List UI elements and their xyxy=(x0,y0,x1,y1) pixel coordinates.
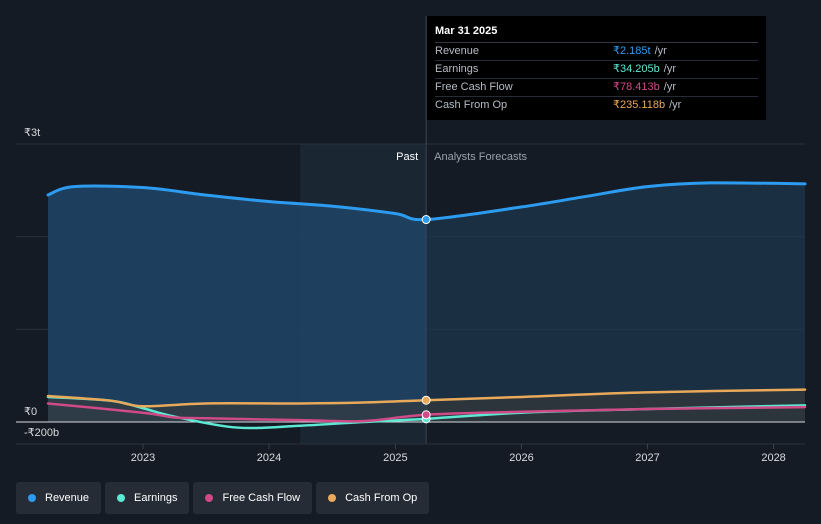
tooltip-value: ₹78.413b xyxy=(613,81,660,93)
legend-item-free-cash-flow[interactable]: Free Cash Flow xyxy=(193,482,313,514)
legend-dot-icon xyxy=(117,494,126,502)
free-cash-flow-marker xyxy=(421,410,431,420)
revenue-marker xyxy=(421,215,431,225)
legend-dot-icon xyxy=(328,494,337,502)
revenue-line xyxy=(46,181,807,222)
tooltip-label: Revenue xyxy=(435,45,480,57)
revenue-area-forecast xyxy=(426,182,805,422)
legend-label: Free Cash Flow xyxy=(222,492,301,504)
y-tick-label: ₹3t xyxy=(24,127,40,139)
y-tick-label: -₹200b xyxy=(24,427,59,439)
legend-label: Earnings xyxy=(134,492,178,504)
legend: Revenue Earnings Free Cash Flow Cash Fro… xyxy=(16,482,430,514)
tooltip-label: Free Cash Flow xyxy=(435,81,513,93)
tooltip-row-free-cash-flow: Free Cash Flow ₹78.413b /yr xyxy=(435,79,758,97)
legend-item-earnings[interactable]: Earnings xyxy=(105,482,190,514)
tooltip-value: ₹235.118b xyxy=(613,99,666,111)
tooltip-row-revenue: Revenue ₹2.185t /yr xyxy=(435,43,758,61)
tooltip-row-earnings: Earnings ₹34.205b /yr xyxy=(435,61,758,79)
tooltip-label: Earnings xyxy=(435,63,479,75)
free-cash-flow-line xyxy=(46,402,807,423)
tooltip-row-cash-from-op: Cash From Op ₹235.118b /yr xyxy=(435,97,758,114)
tooltip-value: ₹34.205b xyxy=(613,63,660,75)
past-label: Past xyxy=(396,151,418,163)
tooltip-unit: /yr xyxy=(654,45,667,57)
cash-from-op-line xyxy=(46,388,807,408)
x-tick-label: 2025 xyxy=(383,452,407,464)
x-tick-label: 2023 xyxy=(131,452,155,464)
cash-from-op-marker xyxy=(421,395,431,405)
tooltip-unit: /yr xyxy=(669,99,682,111)
x-tick-label: 2028 xyxy=(761,452,785,464)
legend-item-cash-from-op[interactable]: Cash From Op xyxy=(316,482,430,514)
x-tick-label: 2024 xyxy=(257,452,281,464)
y-tick-label: ₹0 xyxy=(24,406,37,418)
legend-label: Cash From Op xyxy=(345,492,418,504)
legend-item-revenue[interactable]: Revenue xyxy=(16,482,102,514)
x-tick-label: 2027 xyxy=(635,452,659,464)
legend-label: Revenue xyxy=(45,492,90,504)
forecast-label: Analysts Forecasts xyxy=(434,151,527,163)
revenue-area-past xyxy=(48,186,427,422)
tooltip-label: Cash From Op xyxy=(435,99,508,111)
tooltip-value: ₹2.185t xyxy=(613,45,651,57)
legend-dot-icon xyxy=(28,494,36,502)
tooltip-unit: /yr xyxy=(663,63,676,75)
tooltip-date: Mar 31 2025 xyxy=(435,24,758,43)
x-tick-label: 2026 xyxy=(509,452,533,464)
legend-dot-icon xyxy=(205,494,214,502)
tooltip-unit: /yr xyxy=(663,81,676,93)
tooltip: Mar 31 2025 Revenue ₹2.185t /yr Earnings… xyxy=(427,16,766,120)
